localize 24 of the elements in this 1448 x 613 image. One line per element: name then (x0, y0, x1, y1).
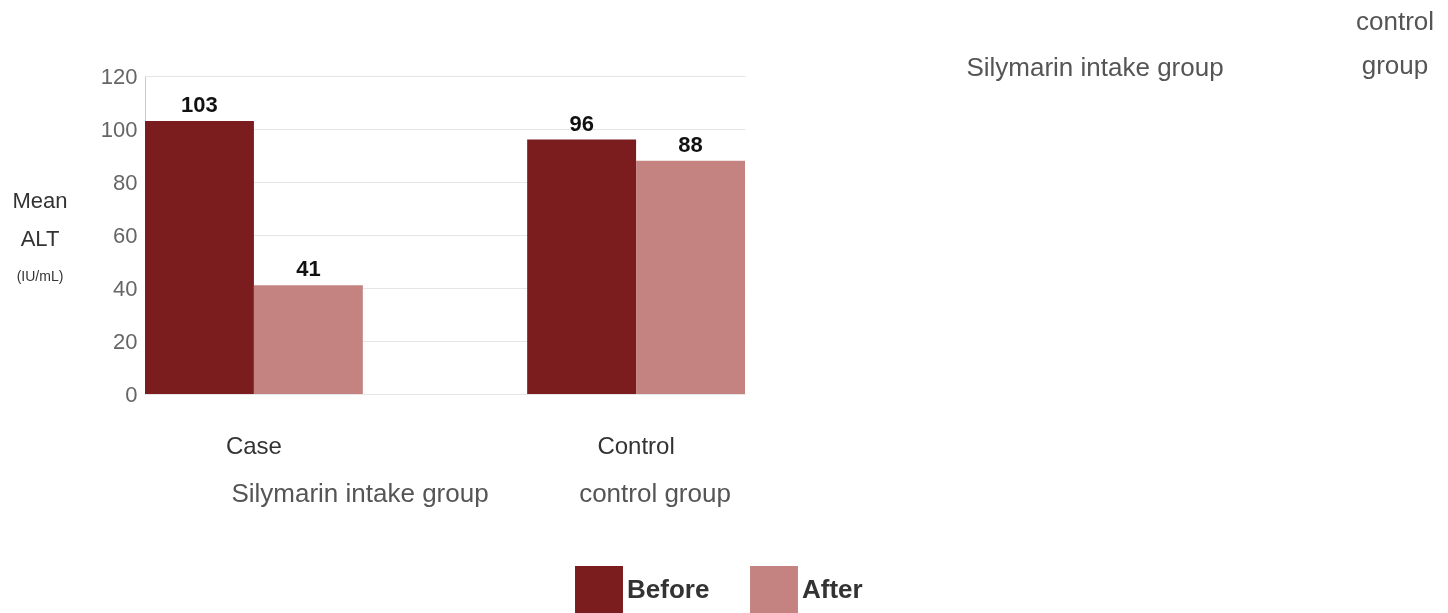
y-tick-label: 0 (125, 381, 138, 407)
x-tick-label: Case (225, 431, 282, 459)
bar (253, 285, 363, 394)
y-tick-label: 80 (113, 169, 138, 195)
y-tick-label: 20 (113, 328, 138, 354)
legend-label: After (802, 574, 863, 605)
y-axis-title: Mean ALT (IU/mL) (12, 188, 68, 284)
text: Silymarin intake group (231, 478, 489, 508)
legend-label: Before (627, 574, 710, 605)
text: Silymarin intake group (966, 52, 1224, 82)
bar (636, 160, 745, 394)
bar (145, 121, 254, 394)
data-label: 96 (569, 110, 594, 136)
y-tick-label: 100 (100, 116, 138, 142)
text: control group (579, 478, 731, 508)
data-label: 103 (181, 92, 218, 118)
data-label: 88 (678, 131, 703, 157)
y-tick-label: 120 (100, 63, 138, 89)
text: control group (1355, 6, 1435, 80)
data-label: 41 (296, 256, 321, 282)
bar (527, 139, 637, 394)
y-tick-label: 40 (113, 275, 138, 301)
x-tick-label: Control (597, 431, 675, 459)
y-tick-label: 60 (113, 222, 138, 248)
